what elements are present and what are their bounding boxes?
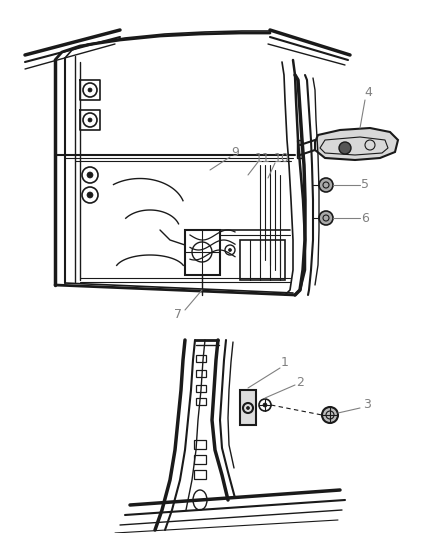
- Circle shape: [339, 142, 351, 154]
- Polygon shape: [315, 128, 398, 160]
- Bar: [185, 230, 220, 275]
- Text: 6: 6: [361, 212, 369, 224]
- Circle shape: [88, 118, 92, 122]
- Bar: [194, 440, 206, 449]
- Text: 4: 4: [364, 86, 372, 100]
- Bar: [297, 140, 302, 158]
- Circle shape: [319, 211, 333, 225]
- Circle shape: [88, 88, 92, 92]
- Bar: [194, 455, 206, 464]
- Text: 11: 11: [255, 152, 271, 166]
- Circle shape: [319, 178, 333, 192]
- Circle shape: [247, 407, 250, 409]
- Bar: [240, 240, 285, 280]
- Text: 10: 10: [274, 152, 290, 166]
- Text: 2: 2: [296, 376, 304, 389]
- Bar: [194, 470, 206, 479]
- Bar: [196, 370, 206, 377]
- Bar: [196, 398, 206, 405]
- Circle shape: [322, 407, 338, 423]
- Bar: [196, 355, 206, 362]
- Circle shape: [87, 192, 93, 198]
- Text: 7: 7: [174, 309, 182, 321]
- Bar: [196, 385, 206, 392]
- Text: 9: 9: [231, 147, 239, 159]
- Text: 3: 3: [363, 399, 371, 411]
- Circle shape: [87, 172, 93, 178]
- Text: 5: 5: [361, 179, 369, 191]
- Bar: [240, 390, 256, 425]
- Text: 1: 1: [281, 357, 289, 369]
- Circle shape: [263, 403, 267, 407]
- Circle shape: [229, 248, 232, 252]
